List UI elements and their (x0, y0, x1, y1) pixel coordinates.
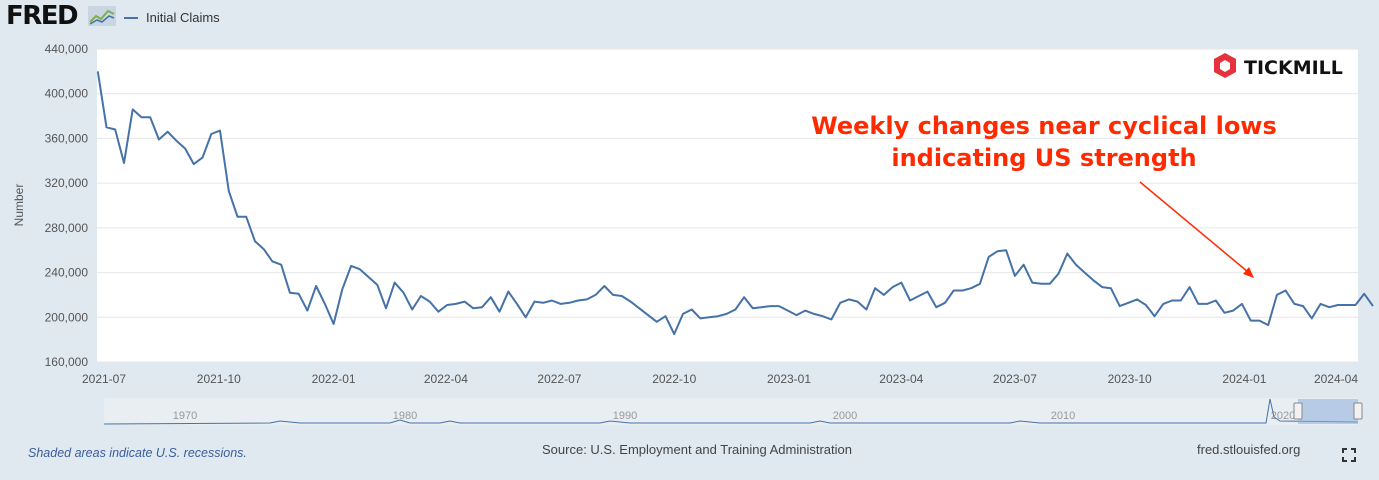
chart: 160,000 200,000 240,000 280,000 320,000 360,0… (12, 42, 1374, 425)
x-tick-label: 2022-10 (652, 372, 696, 386)
legend-label: Initial Claims (146, 10, 220, 25)
legend-line-swatch (124, 16, 138, 19)
x-tick-label: 2022-04 (424, 372, 468, 386)
y-tick-label: 360,000 (45, 131, 89, 145)
series-line[interactable] (96, 71, 1374, 336)
x-tick-label: 2023-10 (1108, 372, 1152, 386)
navigator-year-label: 1990 (613, 410, 637, 422)
navigator-track (104, 398, 1358, 425)
x-tick-label: 2021-10 (197, 372, 241, 386)
x-tick-label: 2021-07 (82, 372, 126, 386)
navigator[interactable]: 1970 1980 1990 2000 2010 2020 (103, 398, 1363, 425)
annotation-line-2: indicating US strength (891, 144, 1196, 172)
x-tick-label: 2022-01 (312, 372, 356, 386)
y-tick-label: 320,000 (45, 176, 89, 190)
y-tick-label: 200,000 (45, 310, 89, 324)
x-axis-ticks: 2021-07 2021-10 2022-01 2022-04 2022-07 2022-… (82, 372, 1358, 386)
navigator-year-label: 2000 (833, 410, 857, 422)
y-axis-label: Number (12, 184, 26, 227)
recession-note: Shaded areas indicate U.S. recessions. (28, 446, 247, 460)
navigator-range-selection[interactable] (1298, 399, 1358, 424)
source-text: Source: U.S. Employment and Training Adm… (542, 442, 852, 457)
navigator-left-handle[interactable] (1293, 402, 1303, 420)
site-link[interactable]: fred.stlouisfed.org (1197, 442, 1301, 457)
gridlines (97, 48, 1358, 363)
legend[interactable]: Initial Claims (124, 10, 220, 25)
y-tick-label: 240,000 (45, 266, 89, 280)
fullscreen-icon[interactable] (1342, 448, 1356, 462)
navigator-year-label: 1980 (393, 410, 417, 422)
annotation-line-1: Weekly changes near cyclical lows (811, 112, 1277, 140)
y-tick-label: 280,000 (45, 221, 89, 235)
y-axis-ticks: 160,000 200,000 240,000 280,000 320,000 360,0… (45, 42, 89, 369)
navigator-year-label: 1970 (173, 410, 197, 422)
x-tick-label: 2022-07 (537, 372, 581, 386)
x-tick-label: 2024-01 (1222, 372, 1266, 386)
y-tick-label: 440,000 (45, 42, 89, 56)
navigator-year-label: 2020 (1271, 410, 1295, 422)
y-tick-label: 400,000 (45, 87, 89, 101)
annotation-arrow (1139, 181, 1254, 278)
header: FRED Initial Claims (0, 0, 600, 36)
navigator-sparkline (103, 398, 1359, 425)
x-tick-label: 2023-07 (993, 372, 1037, 386)
x-tick-label: 2024-04 (1314, 372, 1358, 386)
y-tick-label: 160,000 (45, 355, 89, 369)
navigator-labels: 1970 1980 1990 2000 2010 2020 (173, 410, 1295, 422)
x-tick-label: 2023-04 (879, 372, 923, 386)
tickmill-logo: TICKMILL (1214, 53, 1343, 79)
tickmill-logo-mark-cut (1220, 60, 1230, 72)
tickmill-logo-text: TICKMILL (1244, 57, 1343, 79)
fred-logo[interactable]: FRED (6, 1, 79, 31)
chart-trend-icon (88, 6, 116, 26)
x-tick-label: 2023-01 (767, 372, 811, 386)
navigator-right-handle[interactable] (1353, 402, 1363, 420)
navigator-year-label: 2010 (1051, 410, 1075, 422)
